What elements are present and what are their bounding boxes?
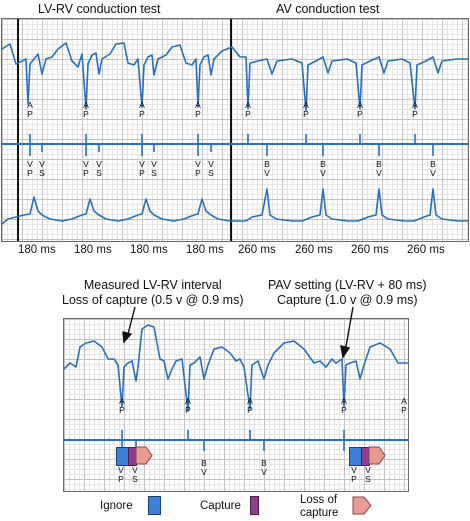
legend-swatch-capture (250, 496, 259, 515)
top-atrial-trace (2, 42, 468, 112)
annotation-lv-rv-measured: Measured LV-RV interval Loss of capture (… (62, 278, 244, 307)
interval-label: 180 ms (74, 244, 112, 256)
interval-label: 260 ms (295, 244, 333, 256)
legend-swatch-loss-of-capture (352, 496, 372, 515)
bottom-ecg-traces (64, 324, 408, 451)
loss-of-capture-badge (368, 446, 386, 465)
marker-ticks (29, 134, 434, 156)
interval-label: 260 ms (238, 244, 276, 256)
title-av-test: AV conduction test (276, 2, 380, 16)
interval-label: 180 ms (18, 244, 56, 256)
interval-label: 260 ms (351, 244, 389, 256)
marker-ticks (121, 430, 345, 451)
loss-of-capture-badge (135, 446, 153, 465)
interval-label: 260 ms (407, 244, 445, 256)
annotation-pav-setting: PAV setting (LV-RV + 80 ms) Capture (1.0 … (268, 278, 427, 307)
top-ventricular-trace (2, 188, 468, 225)
interval-label: 180 ms (186, 244, 224, 256)
legend-swatch-ignore (148, 496, 161, 515)
title-lv-rv-test: LV-RV conduction test (38, 2, 161, 16)
bottom-ecg-trace (64, 324, 408, 412)
legend-label-ignore: Ignore (100, 500, 133, 512)
legend-label-loss-of-capture: Loss of capture (300, 494, 339, 519)
legend-label-capture: Capture (200, 500, 241, 512)
top-ecg-traces (2, 19, 468, 241)
interval-label: 180 ms (130, 244, 168, 256)
